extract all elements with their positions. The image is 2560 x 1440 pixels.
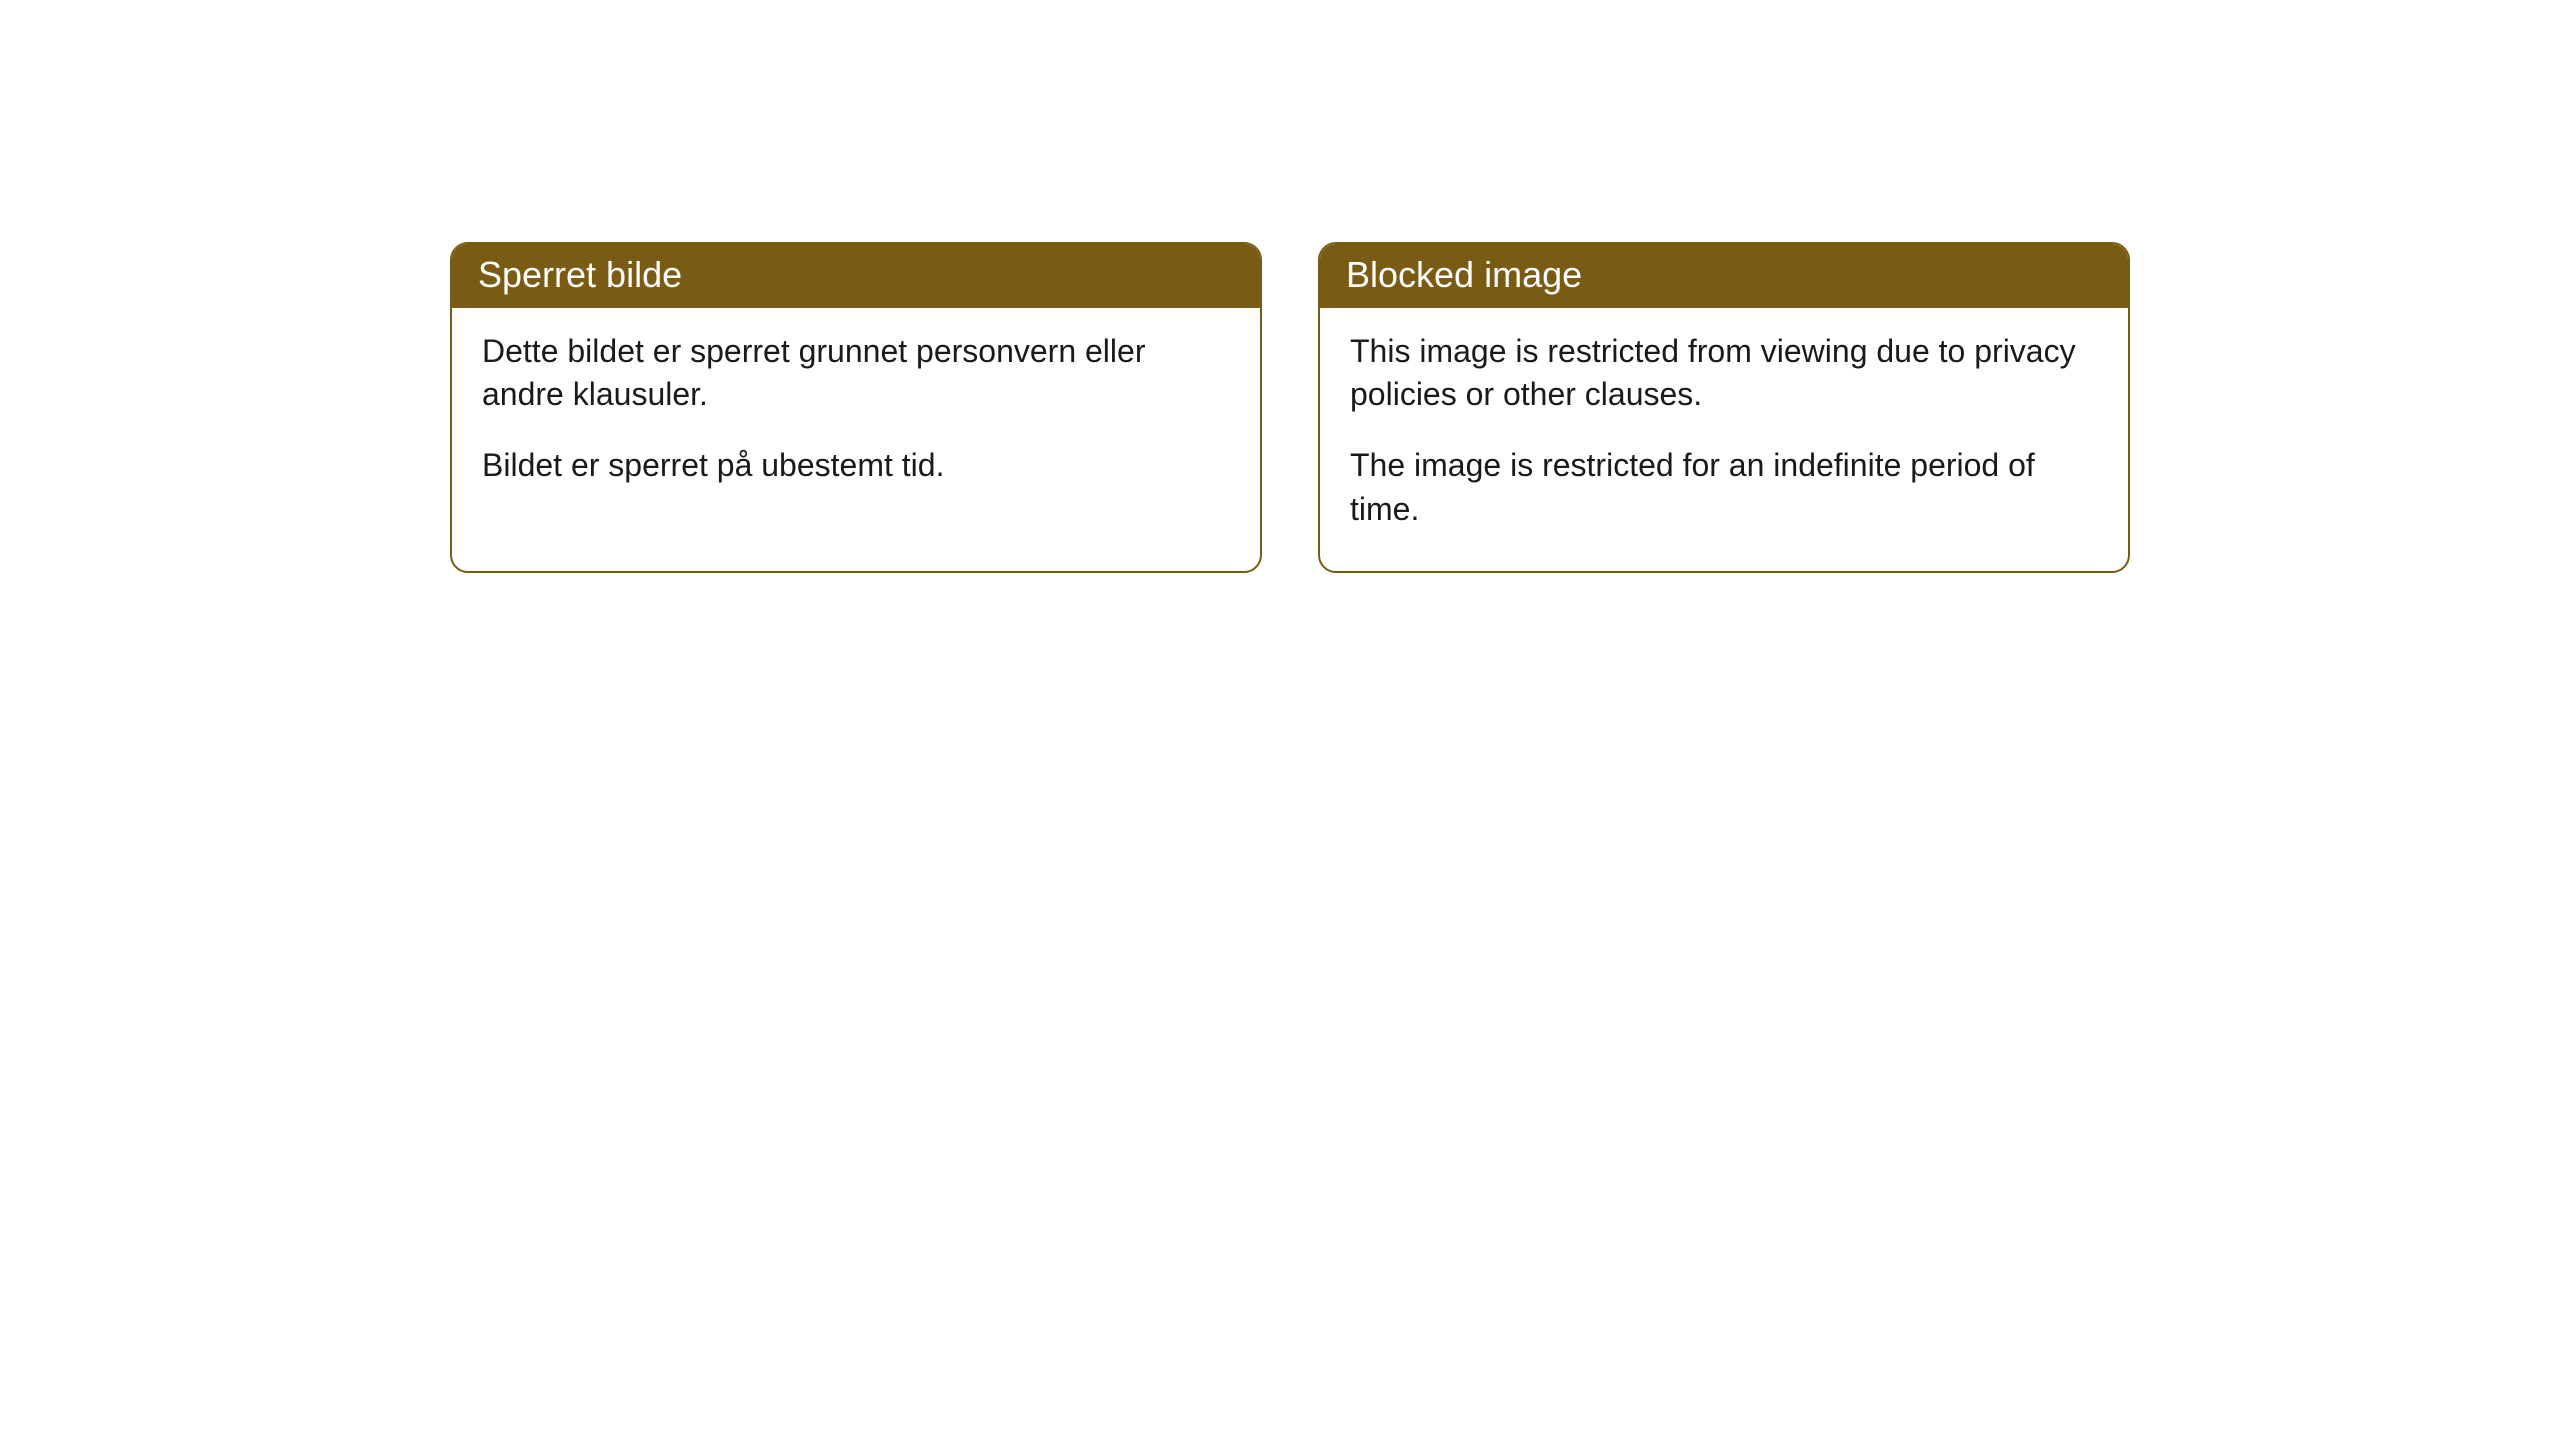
- blocked-image-card-english: Blocked image This image is restricted f…: [1318, 242, 2130, 573]
- card-body-english: This image is restricted from viewing du…: [1320, 308, 2128, 571]
- notice-cards-container: Sperret bilde Dette bildet er sperret gr…: [450, 242, 2560, 573]
- card-paragraph-1: This image is restricted from viewing du…: [1350, 330, 2098, 416]
- card-paragraph-2: The image is restricted for an indefinit…: [1350, 444, 2098, 530]
- card-body-norwegian: Dette bildet er sperret grunnet personve…: [452, 308, 1260, 528]
- card-header-english: Blocked image: [1320, 244, 2128, 308]
- card-paragraph-1: Dette bildet er sperret grunnet personve…: [482, 330, 1230, 416]
- card-paragraph-2: Bildet er sperret på ubestemt tid.: [482, 444, 1230, 487]
- blocked-image-card-norwegian: Sperret bilde Dette bildet er sperret gr…: [450, 242, 1262, 573]
- card-header-norwegian: Sperret bilde: [452, 244, 1260, 308]
